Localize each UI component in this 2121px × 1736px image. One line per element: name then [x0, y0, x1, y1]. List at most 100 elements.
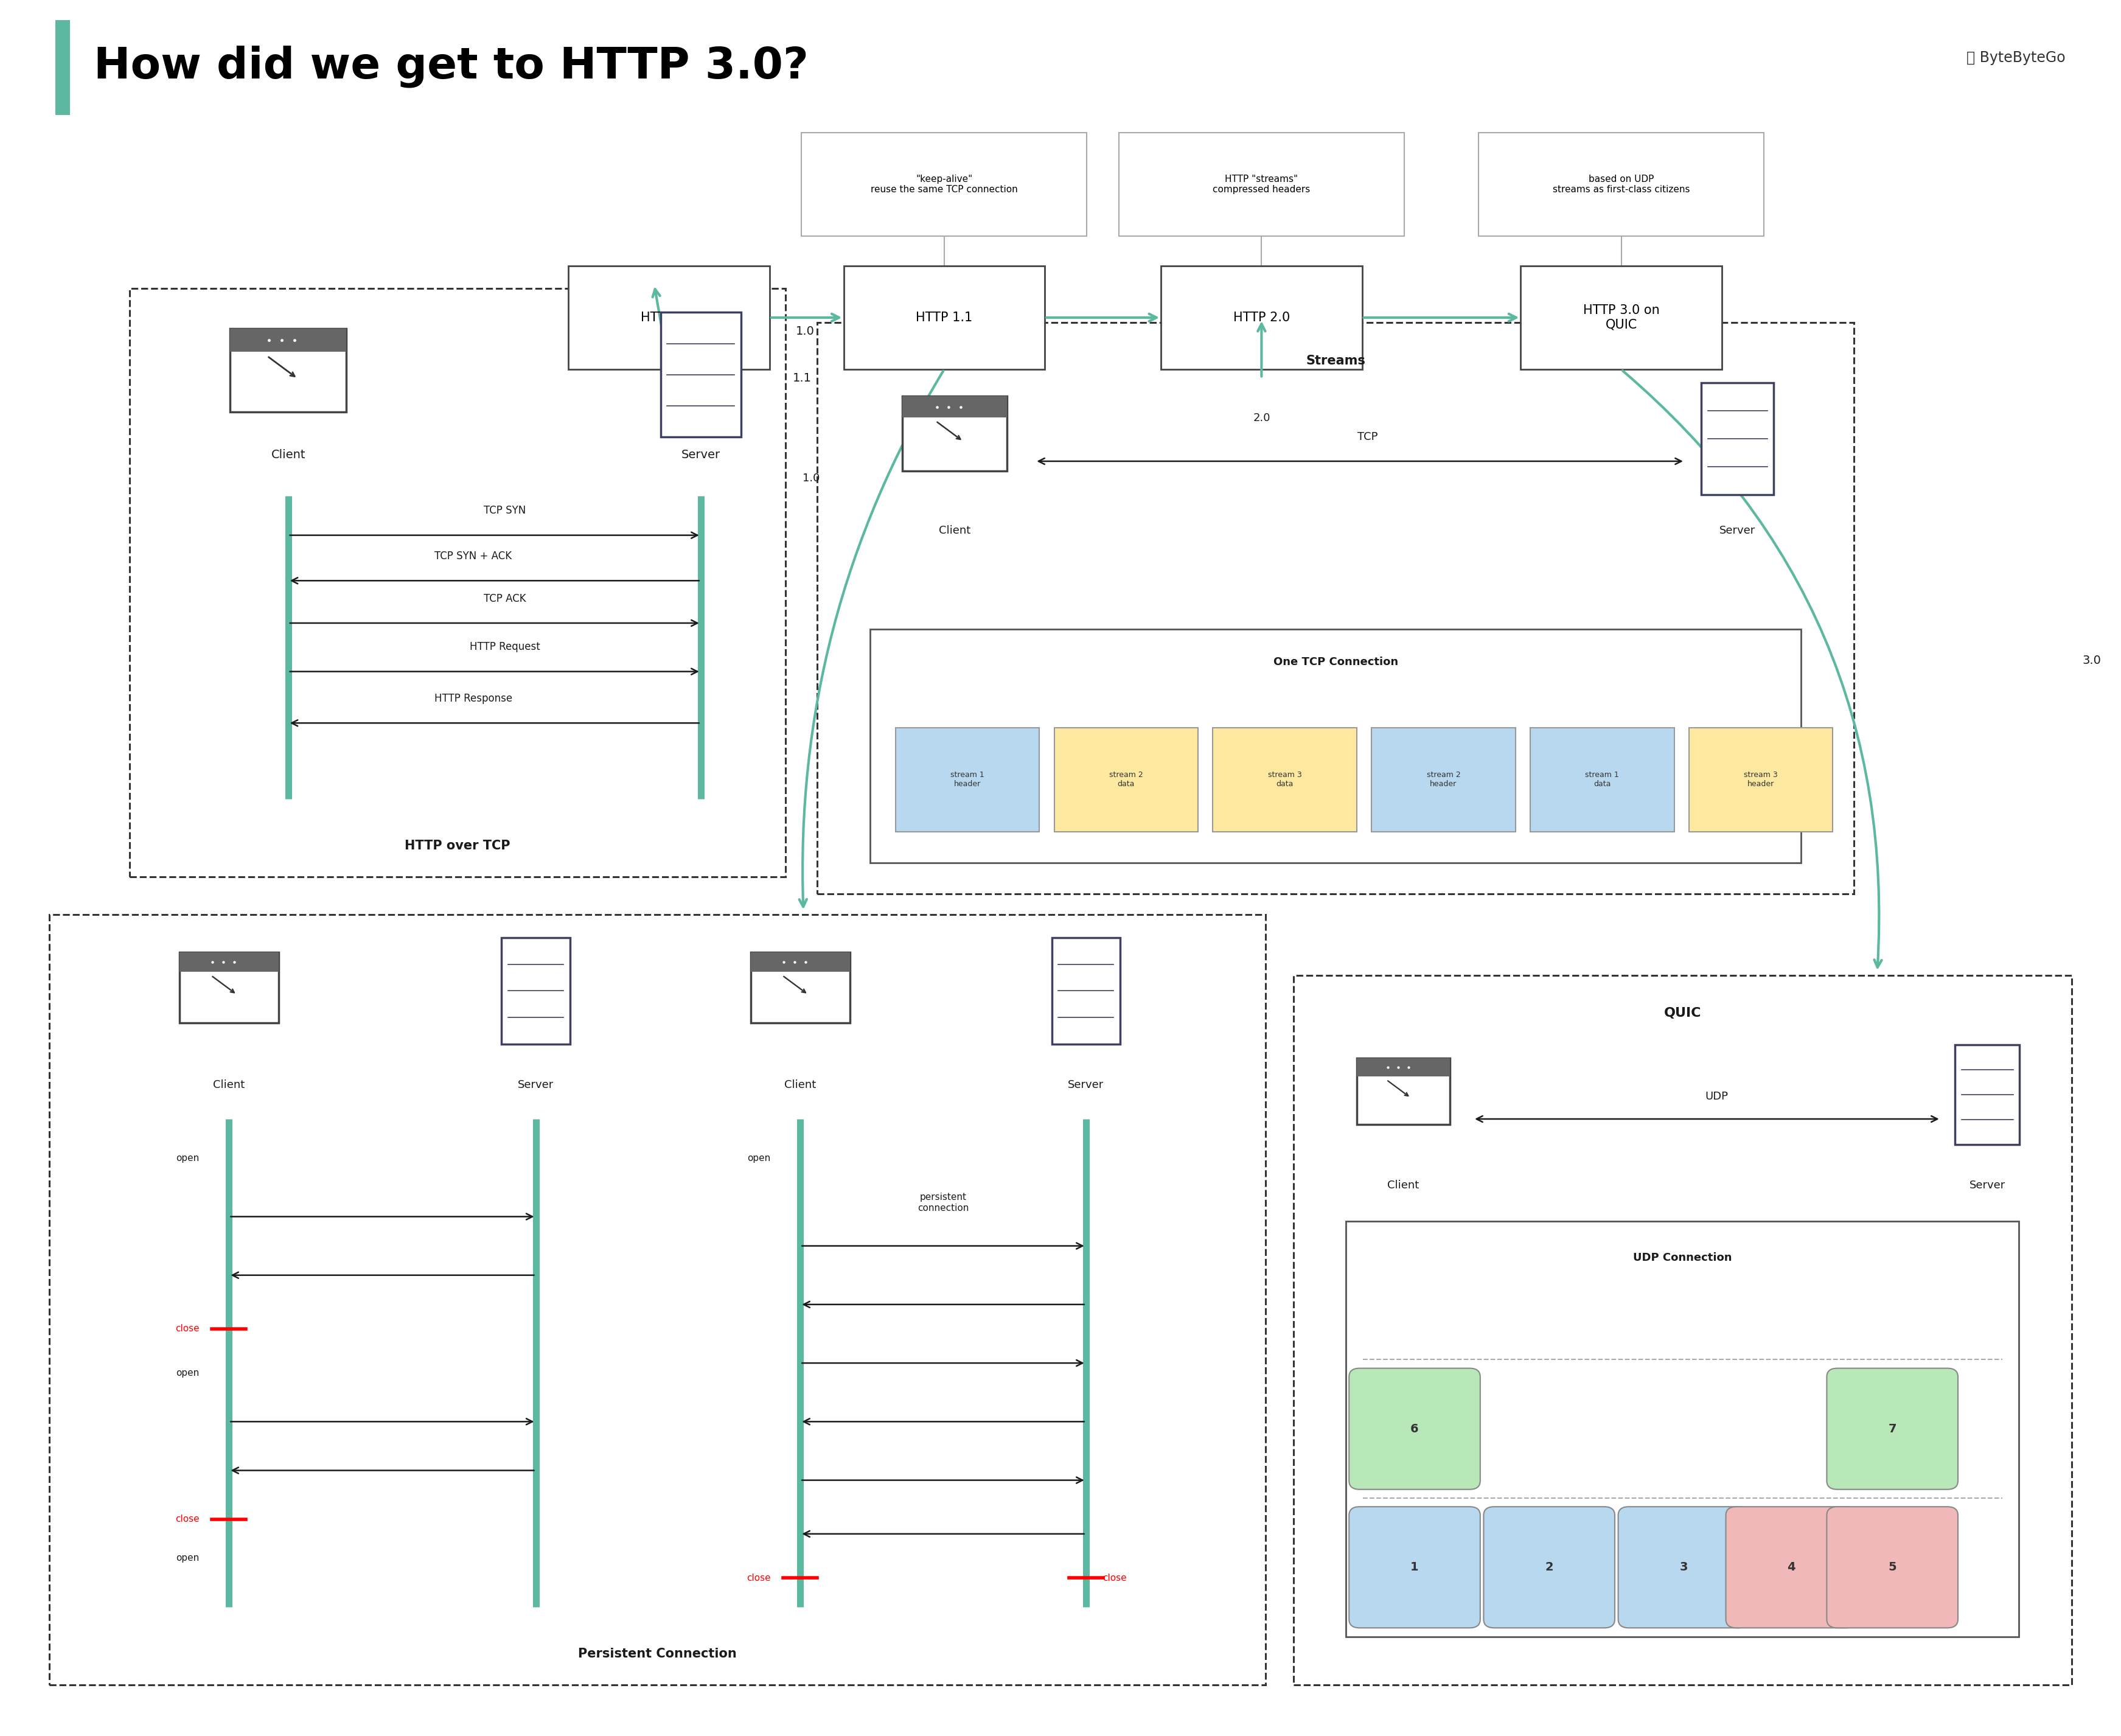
Bar [1529, 727, 1673, 832]
Text: stream 2
header: stream 2 header [1427, 771, 1461, 788]
Text: stream 1
header: stream 1 header [950, 771, 984, 788]
Bar [129, 288, 785, 877]
Text: Streams: Streams [1307, 354, 1366, 366]
FancyBboxPatch shape [1618, 1507, 1750, 1628]
Text: Server: Server [681, 450, 721, 460]
Text: 5: 5 [1888, 1561, 1896, 1573]
Bar [751, 951, 851, 972]
Text: HTTP 1.0: HTTP 1.0 [641, 311, 698, 323]
Text: HTTP 2.0: HTTP 2.0 [1232, 311, 1290, 323]
Text: open: open [176, 1554, 199, 1562]
Text: Client: Client [212, 1080, 244, 1090]
Text: stream 3
header: stream 3 header [1743, 771, 1777, 788]
Bar [229, 328, 346, 411]
Bar [55, 19, 70, 115]
Text: close: close [176, 1516, 199, 1524]
Bar [1347, 1220, 2019, 1637]
Text: persistent
connection: persistent connection [918, 1193, 969, 1212]
Bar [1372, 727, 1514, 832]
Text: Server: Server [1720, 526, 1756, 536]
Bar [1213, 727, 1357, 832]
Bar [501, 937, 571, 1043]
Text: Ⓑ ByteByteGo: Ⓑ ByteByteGo [1966, 50, 2066, 66]
FancyBboxPatch shape [1726, 1507, 1858, 1628]
Text: close: close [747, 1573, 770, 1583]
Bar [817, 323, 1854, 894]
FancyBboxPatch shape [1826, 1507, 1958, 1628]
Text: stream 1
data: stream 1 data [1584, 771, 1618, 788]
Bar [1054, 727, 1198, 832]
Text: Server: Server [518, 1080, 554, 1090]
Text: 7: 7 [1888, 1424, 1896, 1434]
Text: close: close [1103, 1573, 1126, 1583]
Bar [1956, 1045, 2019, 1144]
Text: HTTP Response: HTTP Response [435, 693, 513, 705]
Text: One TCP Connection: One TCP Connection [1273, 656, 1398, 668]
Text: open: open [176, 1153, 199, 1163]
Bar [1118, 132, 1404, 236]
Text: Server: Server [1968, 1179, 2004, 1191]
Text: TCP ACK: TCP ACK [484, 594, 526, 604]
Bar [751, 951, 851, 1023]
Text: HTTP 3.0 on
QUIC: HTTP 3.0 on QUIC [1582, 304, 1659, 330]
Bar [1294, 976, 2072, 1686]
Text: 3.0: 3.0 [2083, 654, 2102, 667]
Text: 1.0: 1.0 [802, 474, 819, 484]
Text: TCP SYN + ACK: TCP SYN + ACK [435, 550, 511, 562]
Text: 1.0: 1.0 [795, 326, 814, 337]
Bar [844, 266, 1046, 370]
Text: close: close [176, 1325, 199, 1333]
Text: TCP: TCP [1357, 431, 1377, 443]
Text: stream 3
data: stream 3 data [1268, 771, 1302, 788]
Text: 4: 4 [1788, 1561, 1796, 1573]
Bar [1160, 266, 1362, 370]
Text: open: open [176, 1368, 199, 1377]
Text: How did we get to HTTP 3.0?: How did we get to HTTP 3.0? [93, 45, 808, 89]
Text: HTTP 1.1: HTTP 1.1 [916, 311, 974, 323]
Text: Client: Client [1387, 1179, 1419, 1191]
Text: QUIC: QUIC [1663, 1007, 1701, 1019]
Bar [229, 328, 346, 352]
Text: Client: Client [785, 1080, 817, 1090]
Text: Persistent Connection: Persistent Connection [579, 1647, 736, 1660]
Text: HTTP over TCP: HTTP over TCP [405, 840, 511, 852]
Text: "keep-alive"
reuse the same TCP connection: "keep-alive" reuse the same TCP connecti… [870, 174, 1018, 194]
Bar [1688, 727, 1833, 832]
FancyBboxPatch shape [1826, 1368, 1958, 1489]
Bar [1357, 1057, 1451, 1076]
FancyBboxPatch shape [1349, 1507, 1480, 1628]
Text: Client: Client [940, 526, 971, 536]
Bar [802, 132, 1086, 236]
Text: 6: 6 [1410, 1424, 1419, 1434]
Text: 2: 2 [1544, 1561, 1553, 1573]
Text: UDP Connection: UDP Connection [1633, 1252, 1733, 1264]
Text: Server: Server [1067, 1080, 1103, 1090]
Bar [180, 951, 278, 1023]
Text: stream 2
data: stream 2 data [1109, 771, 1143, 788]
Bar [870, 628, 1801, 863]
Text: Client: Client [271, 450, 305, 460]
Bar [1521, 266, 1722, 370]
Text: UDP: UDP [1705, 1090, 1729, 1102]
Bar [901, 396, 1007, 470]
Bar [901, 396, 1007, 417]
Text: based on UDP
streams as first-class citizens: based on UDP streams as first-class citi… [1553, 174, 1690, 194]
Bar [1701, 382, 1773, 495]
FancyBboxPatch shape [1349, 1368, 1480, 1489]
Bar [49, 915, 1266, 1686]
Text: HTTP "streams"
compressed headers: HTTP "streams" compressed headers [1213, 174, 1311, 194]
Bar [895, 727, 1039, 832]
Bar [1357, 1057, 1451, 1125]
Bar [180, 951, 278, 972]
Text: TCP SYN: TCP SYN [484, 505, 526, 516]
FancyBboxPatch shape [1483, 1507, 1614, 1628]
Bar [568, 266, 770, 370]
Bar [1052, 937, 1120, 1043]
Text: 3: 3 [1680, 1561, 1688, 1573]
Text: 2.0: 2.0 [1254, 413, 1270, 424]
Text: open: open [747, 1153, 770, 1163]
Text: 1.1: 1.1 [793, 372, 812, 384]
Bar [660, 312, 740, 437]
Text: HTTP Request: HTTP Request [471, 642, 541, 653]
Text: 1: 1 [1410, 1561, 1419, 1573]
